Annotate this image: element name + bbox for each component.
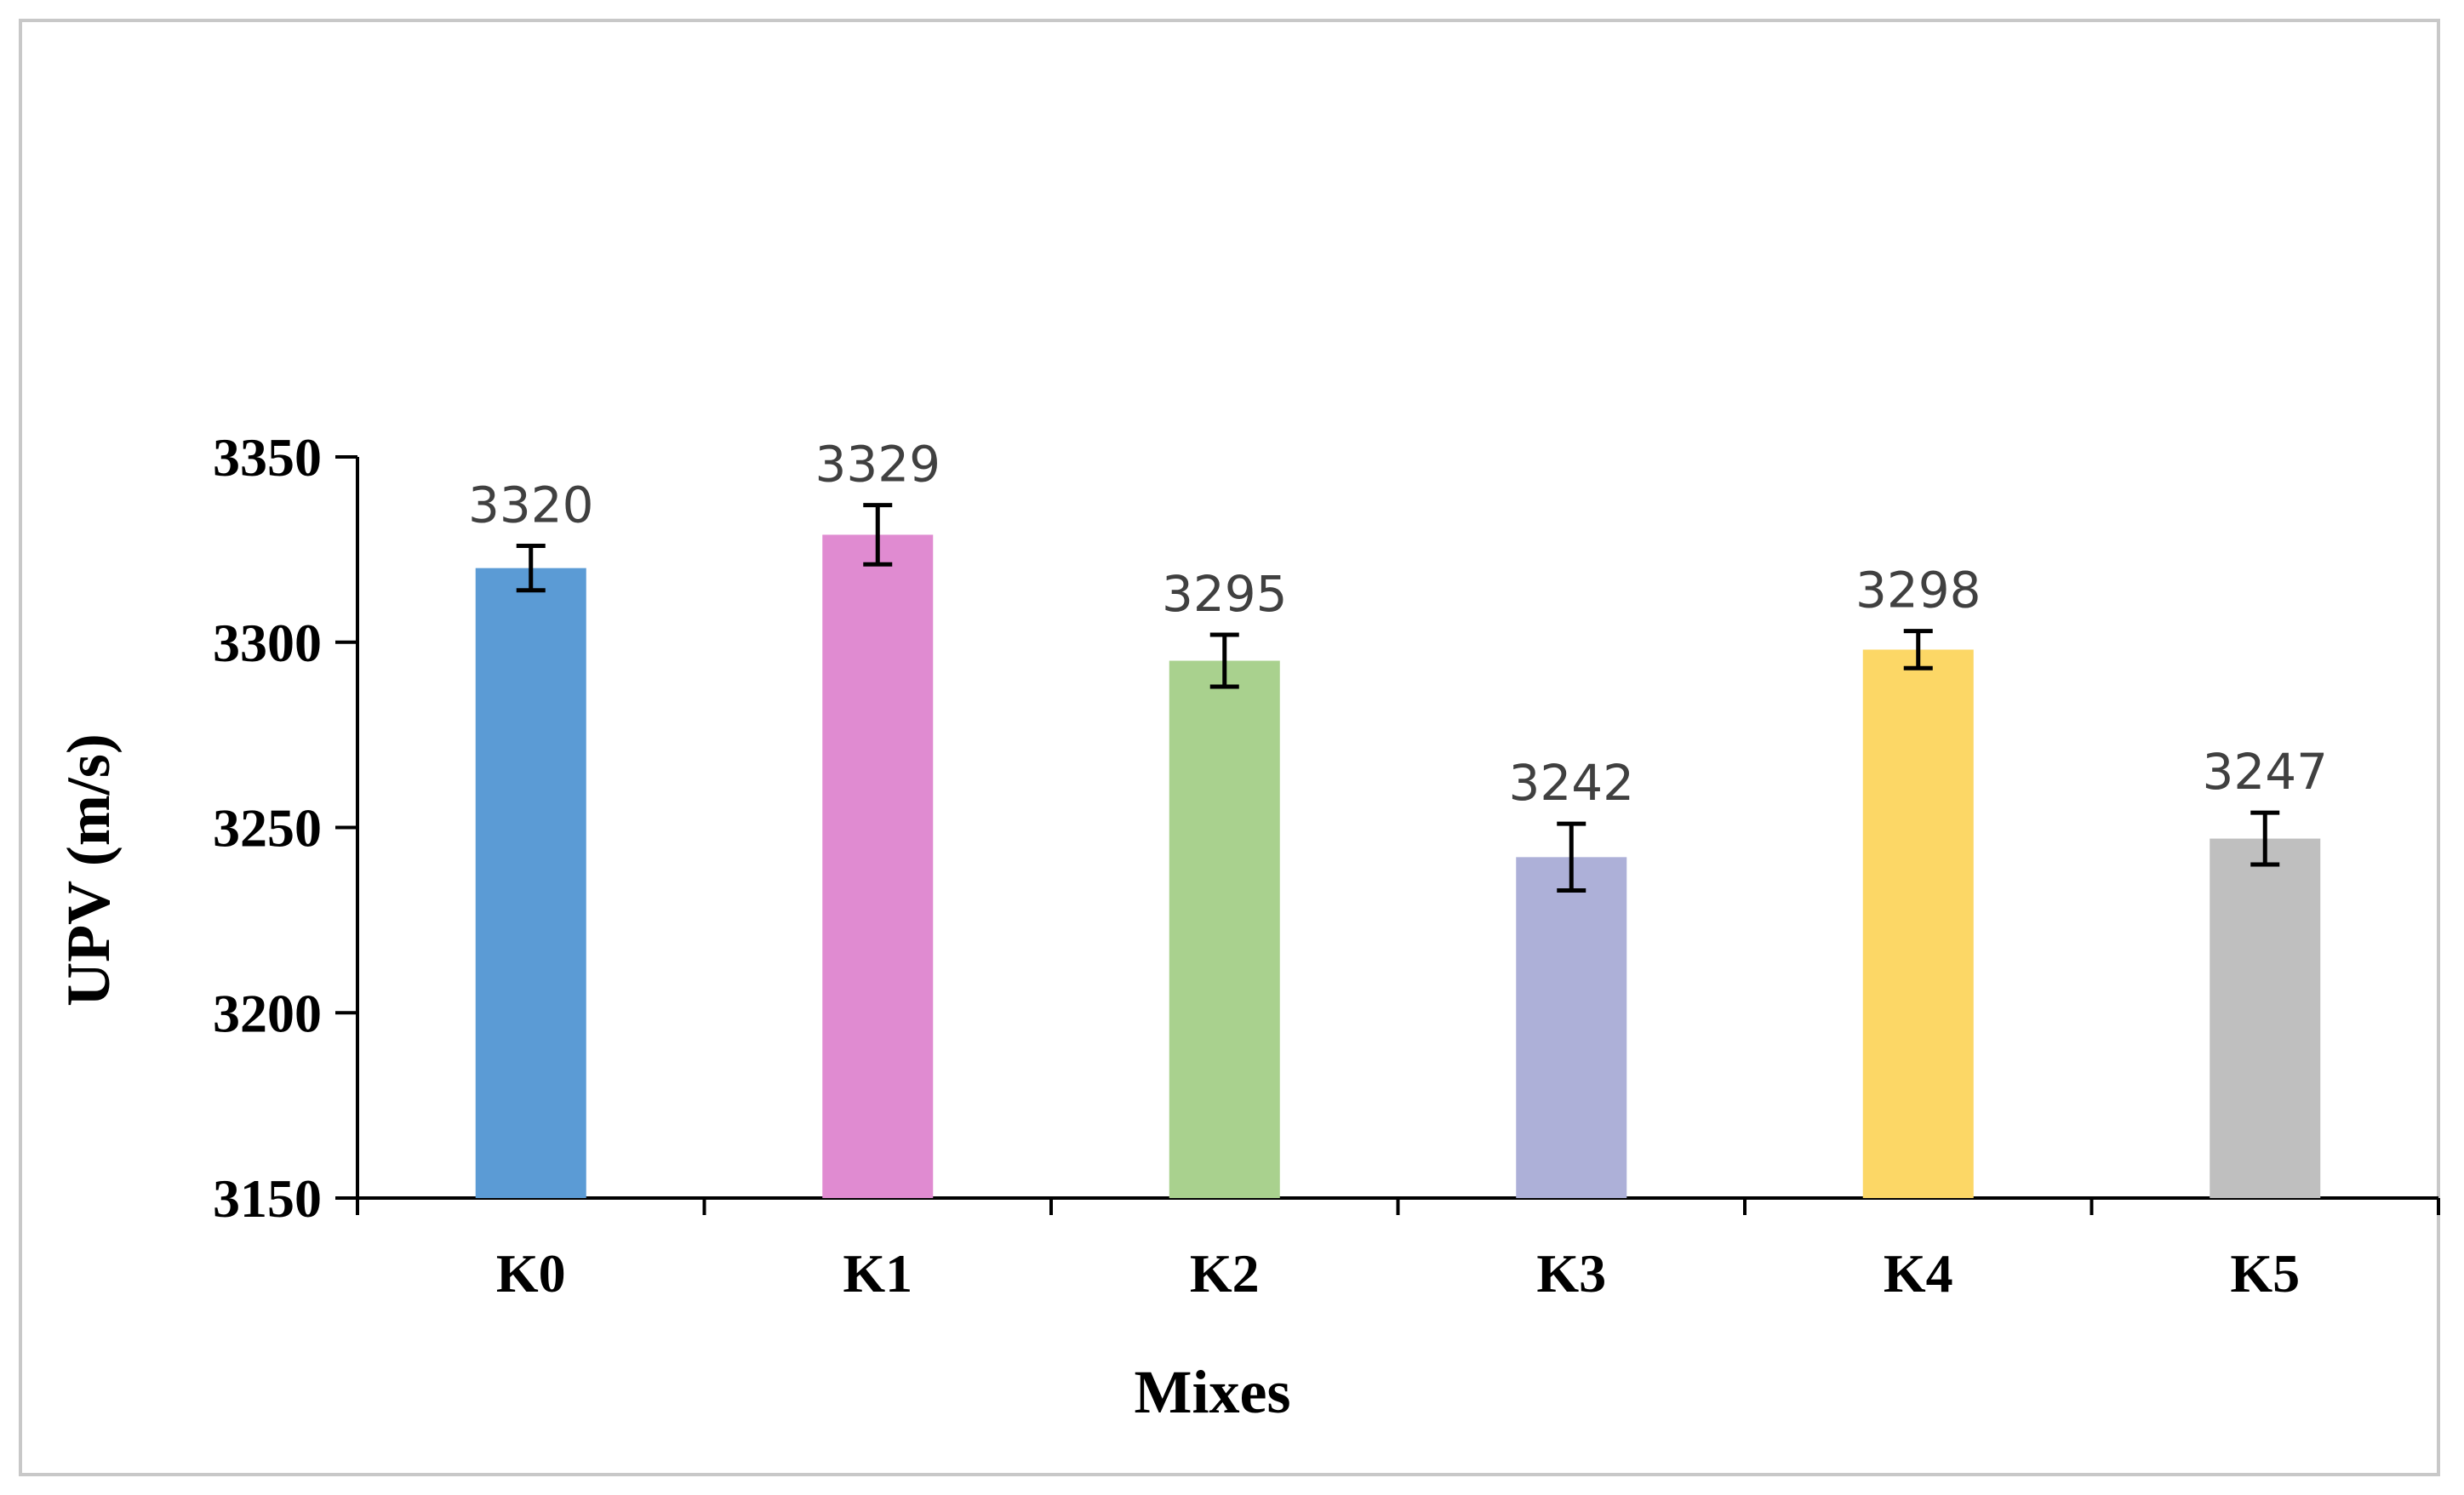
error-bar-k4 — [1903, 629, 1933, 670]
error-bar-k0 — [516, 544, 546, 593]
x-axis-title: Mixes — [1135, 1358, 1291, 1426]
y-axis-title: UPV (m/s) — [54, 733, 123, 1007]
data-label-k1: 3329 — [815, 436, 940, 494]
error-bar-k3 — [1557, 821, 1586, 893]
x-tick-label-k4: K4 — [1884, 1243, 1953, 1304]
y-tick-label-3250: 3250 — [213, 798, 322, 859]
bar-k1 — [822, 534, 934, 1198]
x-tick-label-k2: K2 — [1190, 1243, 1260, 1304]
bars — [475, 534, 2321, 1198]
y-tick-label-3350: 3350 — [213, 427, 322, 488]
data-label-k4: 3298 — [1855, 562, 1981, 619]
bar-k2 — [1169, 660, 1280, 1198]
x-tick-label-k3: K3 — [1536, 1243, 1606, 1304]
data-label-k5: 3247 — [2202, 743, 2328, 801]
y-tick-label-3150: 3150 — [213, 1168, 322, 1229]
data-labels: 3320 3329 3295 3242 3298 3247 — [468, 436, 2328, 813]
error-bar-k1 — [863, 503, 893, 567]
error-bar-k2 — [1209, 632, 1239, 689]
data-label-k3: 3242 — [1508, 754, 1634, 812]
bar-k0 — [475, 568, 586, 1198]
y-tick-label-3300: 3300 — [213, 613, 322, 673]
data-label-k0: 3320 — [468, 476, 594, 534]
x-tick-label-k0: K0 — [496, 1243, 566, 1304]
x-tick-label-k1: K1 — [843, 1243, 912, 1304]
error-bar-k5 — [2250, 810, 2280, 867]
data-label-k2: 3295 — [1162, 565, 1288, 623]
bar-k3 — [1516, 857, 1627, 1198]
y-axis: 3150 3200 3250 3300 3350 — [213, 427, 359, 1229]
bar-k4 — [1862, 649, 1974, 1198]
error-bars — [516, 503, 2280, 893]
x-tick-label-k5: K5 — [2230, 1243, 2300, 1304]
x-axis: K0 K1 K2 K3 K4 K5 — [356, 1196, 2440, 1304]
y-tick-label-3200: 3200 — [213, 983, 322, 1043]
bar-k5 — [2210, 838, 2321, 1198]
